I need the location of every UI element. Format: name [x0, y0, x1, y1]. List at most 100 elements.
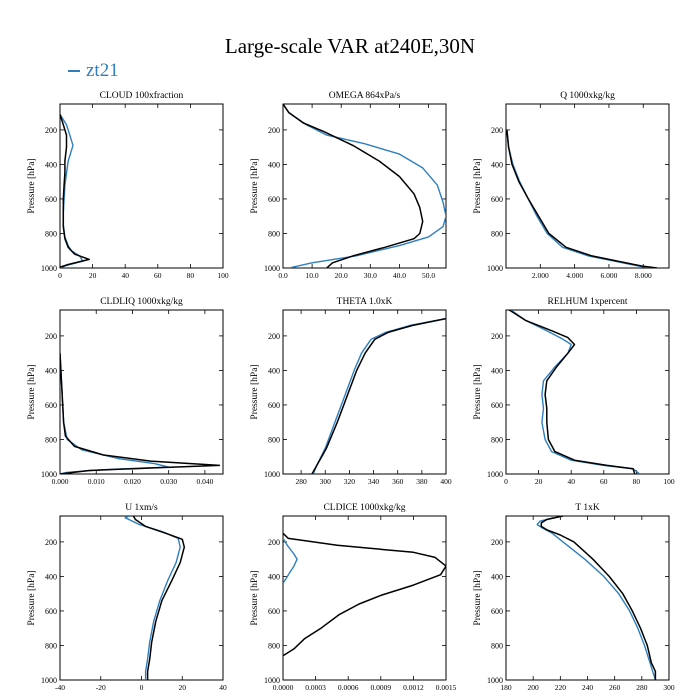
xtick-label: 0.0009	[370, 683, 391, 692]
ytick-label: 600	[268, 195, 280, 204]
xtick-label: 260	[609, 683, 621, 692]
panel-cloud: CLOUD 100xfraction Pressure [hPa] 20 0 400 60…	[27, 90, 229, 280]
ytick-label: 1000	[264, 470, 280, 479]
panel-title-cloud: CLOUD 100xfraction	[100, 90, 184, 101]
xtick-label: 0	[140, 683, 144, 692]
xtick-label: 0.0012	[403, 683, 424, 692]
ytick-label: 800	[268, 229, 280, 238]
xtick-label: 30.0	[364, 271, 377, 280]
xtick-label: 40	[121, 271, 129, 280]
panel-ylabel-u: Pressure [hPa]	[27, 570, 37, 625]
panel-frame-omega	[282, 103, 447, 269]
ytick-label: 200	[491, 538, 503, 547]
ytick-label: 800	[268, 641, 280, 650]
ytick-label: 400	[45, 572, 57, 581]
series-line-reference-u	[132, 516, 186, 680]
panel-q: Q 1000xkg/kg Pressure [hPa] 200 400 600 800 10…	[473, 91, 670, 280]
xtick-label: 8.000	[635, 271, 652, 280]
xtick-label: 0.000	[52, 477, 69, 486]
ytick-label: 400	[491, 572, 503, 581]
ytick-label: 200	[45, 538, 57, 547]
ytick-label: 1000	[487, 264, 503, 273]
panel-ylabel-cldliq: Pressure [hPa]	[27, 364, 37, 419]
figure-title: Large-scale VAR at240E,30N	[224, 34, 476, 58]
ytick-label: 600	[45, 195, 57, 204]
ytick-label: 400	[268, 572, 280, 581]
panel-ylabel-cloud: Pressure [hPa]	[27, 158, 37, 213]
xtick-label: 20	[535, 477, 543, 486]
ytick-label: 800	[45, 641, 57, 650]
panel-cldice: CLDICE 1000xkg/kg Pressure [hPa] 200 400 600…	[250, 503, 457, 692]
ytick-label: 400	[268, 366, 280, 375]
xtick-label: 320	[344, 477, 356, 486]
xtick-label: 20.0	[335, 271, 348, 280]
xtick-label: 0.030	[160, 477, 177, 486]
series-line-zt21-cldice	[283, 538, 298, 584]
xtick-label: 60	[154, 271, 162, 280]
xtick-label: 0	[58, 271, 62, 280]
ytick-label: 400	[268, 160, 280, 169]
panel-title-cldice: CLDICE 1000xkg/kg	[323, 503, 405, 513]
ytick-label: 400	[491, 366, 503, 375]
panel-ylabel-q: Pressure [hPa]	[473, 158, 483, 213]
ytick-label: 800	[268, 435, 280, 444]
series-line-zt21-relhum	[510, 310, 641, 474]
xtick-label: 0.0006	[338, 683, 359, 692]
ytick-label: 1000	[264, 264, 280, 273]
ytick-label: 1000	[264, 676, 280, 685]
series-line-reference-relhum	[508, 310, 636, 474]
series-line-reference-theta	[311, 317, 446, 474]
xtick-label: 0.0000	[273, 683, 294, 692]
xtick-label: 10.0	[306, 271, 319, 280]
xtick-label: 360	[392, 477, 404, 486]
ytick-label: 600	[268, 607, 280, 616]
panel-ylabel-theta: Pressure [hPa]	[250, 364, 260, 419]
series-line-reference-q	[506, 129, 658, 268]
panel-frame-cloud	[59, 103, 224, 269]
xtick-label: 50.0	[422, 271, 435, 280]
series-line-zt21-theta	[312, 317, 446, 474]
panel-frame-t	[505, 515, 670, 681]
xtick-label: 40	[219, 683, 227, 692]
xtick-label: 200	[528, 683, 540, 692]
xtick-label: 4.000	[566, 271, 583, 280]
ytick-label: 200	[491, 126, 503, 135]
xtick-label: -20	[96, 683, 106, 692]
xtick-label: 80	[633, 477, 641, 486]
ytick-label: 400	[45, 366, 57, 375]
ytick-label: 1000	[41, 676, 57, 685]
panel-frame-q	[505, 103, 670, 269]
xtick-label: 100	[663, 477, 675, 486]
panel-ylabel-t: Pressure [hPa]	[473, 570, 483, 625]
series-line-reference-t	[540, 516, 657, 680]
series-line-reference-omega	[283, 104, 424, 268]
xtick-label: -40	[55, 683, 65, 692]
xtick-label: 100	[217, 271, 229, 280]
xtick-label: 0.0003	[305, 683, 326, 692]
panel-title-theta: THETA 1.0xK	[337, 297, 393, 307]
xtick-label: 20	[89, 271, 97, 280]
ytick-label: 400	[45, 160, 57, 169]
ytick-label: 200	[268, 332, 280, 341]
xtick-label: 280	[295, 477, 307, 486]
panel-frame-theta	[282, 309, 447, 475]
xtick-label: 6.000	[601, 271, 618, 280]
panel-title-relhum: RELHUM 1xpercent	[548, 297, 628, 307]
legend-swatch	[68, 70, 80, 72]
ytick-label: 600	[45, 607, 57, 616]
ytick-label: 1000	[487, 470, 503, 479]
panel-ylabel-omega: Pressure [hPa]	[250, 158, 260, 213]
series-line-zt21-u	[124, 516, 181, 680]
xtick-label: 0.0	[278, 271, 288, 280]
ytick-label: 800	[491, 435, 503, 444]
legend: zt21	[68, 60, 119, 82]
xtick-label: 40	[567, 477, 575, 486]
panel-theta: THETA 1.0xK Pressure [hPa] 200 400 600 800 100…	[250, 297, 452, 486]
ytick-label: 600	[491, 195, 503, 204]
panel-frame-cldice	[282, 515, 447, 681]
xtick-label: 300	[320, 477, 332, 486]
ytick-label: 400	[491, 160, 503, 169]
xtick-label: 240	[582, 683, 594, 692]
